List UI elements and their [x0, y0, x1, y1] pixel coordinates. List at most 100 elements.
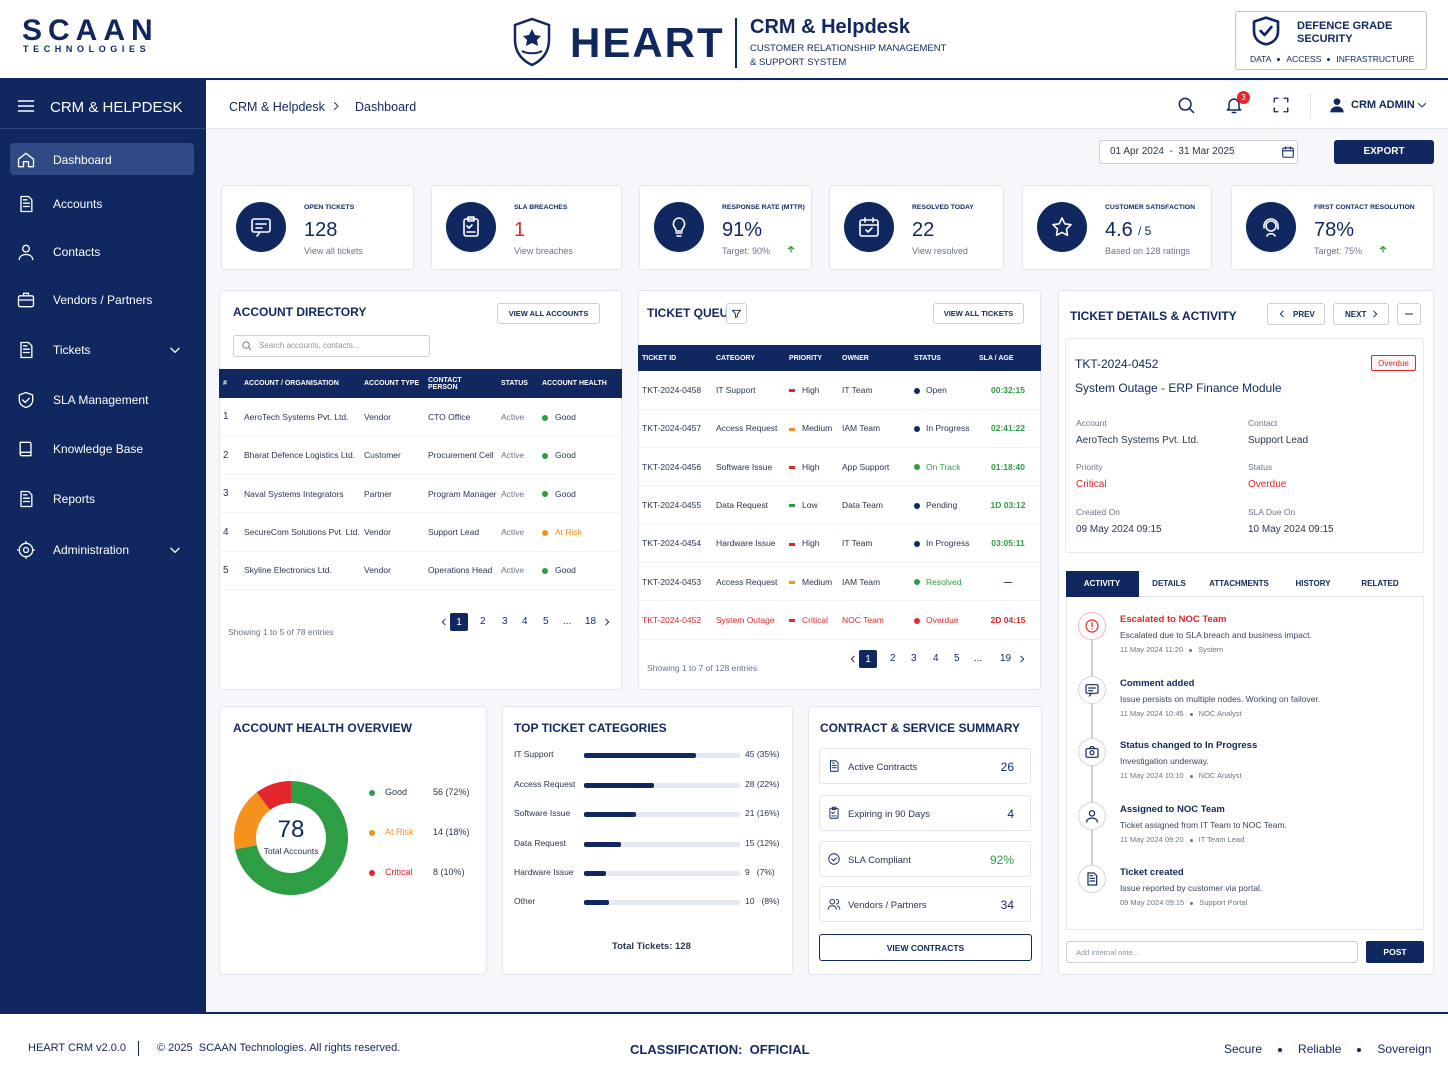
page-number[interactable]: 1	[859, 650, 877, 668]
page-number[interactable]: 18	[585, 616, 597, 627]
icon-part	[830, 760, 839, 772]
bar-label: Software Issue	[514, 808, 571, 818]
next-button[interactable]	[1333, 303, 1389, 325]
table-row[interactable]: 3 Naval Systems Integrators Partner Program…	[219, 474, 622, 514]
page-number[interactable]: 19	[1000, 653, 1012, 664]
table-cell: Active	[497, 551, 538, 590]
summary-item[interactable]	[819, 886, 1031, 922]
icon-part	[831, 762, 837, 769]
tab[interactable]: ACTIVITY	[1083, 579, 1121, 588]
page-number[interactable]: 2	[480, 616, 486, 627]
summary-item[interactable]	[819, 841, 1031, 877]
icon-part	[827, 898, 841, 910]
nav-item[interactable]: Contacts	[53, 245, 101, 259]
table-cell: Support Lead	[424, 512, 497, 552]
separator-dot	[1357, 1047, 1362, 1052]
table-cell: Naval Systems Integrators	[240, 474, 360, 514]
separator-dot	[1189, 712, 1193, 716]
bell-icon[interactable]	[1224, 95, 1244, 115]
kpi-label: SLA BREACHES	[514, 204, 568, 211]
note-input[interactable]	[1066, 941, 1358, 963]
menu-icon[interactable]	[16, 96, 36, 116]
prev-button[interactable]	[1267, 303, 1325, 325]
export-button[interactable]: EXPORT	[1334, 140, 1434, 164]
kpi-sub[interactable]: View all tickets	[304, 246, 363, 256]
nav-item[interactable]: Accounts	[53, 197, 103, 211]
field-label: Priority	[1076, 462, 1103, 472]
collapse-icon	[1405, 313, 1413, 315]
table-row[interactable]: TKT-2024-0452 System Outage Critical NOC Te…	[638, 600, 1041, 640]
header	[0, 0, 1448, 80]
date-range[interactable]	[1099, 140, 1298, 164]
nav-item[interactable]: Knowledge Base	[53, 442, 144, 456]
legend-value: 8 (10%)	[433, 867, 465, 877]
footer-classification: CLASSIFICATION: OFFICIAL	[630, 1042, 810, 1057]
table-row[interactable]: TKT-2024-0453 Access Request Medium IAM Tea…	[638, 562, 1041, 602]
page-prev[interactable]	[439, 617, 449, 627]
page-number[interactable]: 5	[954, 653, 960, 664]
page-number[interactable]: ...	[563, 616, 572, 627]
table-cell: Low	[785, 485, 838, 525]
tab[interactable]: ATTACHMENTS	[1209, 579, 1269, 588]
summary-label: SLA Compliant	[848, 855, 911, 866]
nav-item[interactable]: Vendors / Partners	[53, 293, 153, 307]
tab[interactable]: HISTORY	[1295, 579, 1331, 588]
icon-part	[17, 541, 35, 559]
page-number[interactable]: 4	[933, 653, 939, 664]
page-number[interactable]: 2	[890, 653, 896, 664]
page-prev[interactable]	[848, 654, 858, 664]
button[interactable]: VIEW ALL TICKETS	[933, 303, 1024, 324]
nav-item[interactable]: Tickets	[53, 343, 91, 357]
filter-button[interactable]	[726, 303, 747, 324]
table-row[interactable]: TKT-2024-0456 Software Issue High App Suppo…	[638, 447, 1041, 487]
user-icon[interactable]	[1329, 97, 1345, 113]
nav-item[interactable]: Dashboard	[53, 153, 112, 167]
notification-badge: 3	[1237, 91, 1250, 104]
icon-part	[1085, 684, 1099, 694]
page-number[interactable]: 4	[522, 616, 528, 627]
nav-item[interactable]: Administration	[53, 543, 130, 557]
search-icon[interactable]	[1176, 95, 1196, 115]
kpi-sub[interactable]: View resolved	[912, 246, 968, 256]
trend-arrow	[787, 245, 795, 253]
table-row[interactable]: TKT-2024-0458 IT Support High IT Team Open 00…	[638, 371, 1041, 410]
search-box[interactable]	[233, 335, 430, 357]
user-name[interactable]: CRM ADMIN	[1351, 99, 1415, 111]
table-row[interactable]: 1 AeroTech Systems Pvt. Ltd. Vendor CTO Off…	[219, 398, 622, 437]
nav-chevron[interactable]	[168, 543, 182, 557]
summary-item[interactable]	[819, 795, 1031, 831]
page-next[interactable]	[1017, 654, 1027, 664]
post-button[interactable]: POST	[1366, 941, 1424, 963]
table-row[interactable]: TKT-2024-0455 Data Request Low Data Team Pen…	[638, 485, 1041, 525]
table-row[interactable]: 2 Bharat Defence Logistics Ltd. Customer Pr…	[219, 436, 622, 476]
page-number[interactable]: 3	[911, 653, 917, 664]
fullscreen-icon[interactable]	[1272, 96, 1290, 114]
status-dot	[914, 541, 920, 548]
nav-chevron[interactable]	[168, 343, 182, 357]
tab[interactable]: DETAILS	[1152, 579, 1186, 588]
breadcrumb[interactable]: CRM & Helpdesk	[229, 100, 325, 114]
page-number[interactable]: 1	[450, 613, 468, 631]
table-cell: Hardware Issue	[712, 524, 785, 563]
page-number[interactable]: 3	[502, 616, 508, 627]
button[interactable]: VIEW CONTRACTS	[819, 934, 1032, 961]
table-row[interactable]: TKT-2024-0457 Access Request Medium IAM Tea…	[638, 409, 1041, 449]
icon-part	[1178, 97, 1192, 111]
page-next[interactable]	[602, 617, 612, 627]
page-number[interactable]: ...	[974, 653, 983, 664]
table-row[interactable]: 5 Skyline Electronics Ltd. Vendor Operation…	[219, 551, 622, 590]
page-number[interactable]: 5	[543, 616, 549, 627]
icon-part	[1088, 746, 1096, 750]
separator-dot	[1277, 58, 1281, 62]
nav-item[interactable]: Reports	[53, 492, 96, 506]
kpi-sub[interactable]: View breaches	[514, 246, 573, 256]
search-icon	[242, 341, 252, 351]
button[interactable]: VIEW ALL ACCOUNTS	[497, 303, 600, 324]
table-row[interactable]: 4 SecureCom Solutions Pvt. Ltd. Vendor Supp…	[219, 512, 622, 552]
tab[interactable]: RELATED	[1361, 579, 1399, 588]
bar-value: 45 (35%)	[745, 749, 780, 759]
table-row[interactable]: TKT-2024-0454 Hardware Issue High IT Team In…	[638, 524, 1041, 563]
nav-item[interactable]: SLA Management	[53, 393, 149, 407]
user-chevron[interactable]	[1416, 99, 1428, 111]
summary-item[interactable]	[819, 748, 1031, 784]
